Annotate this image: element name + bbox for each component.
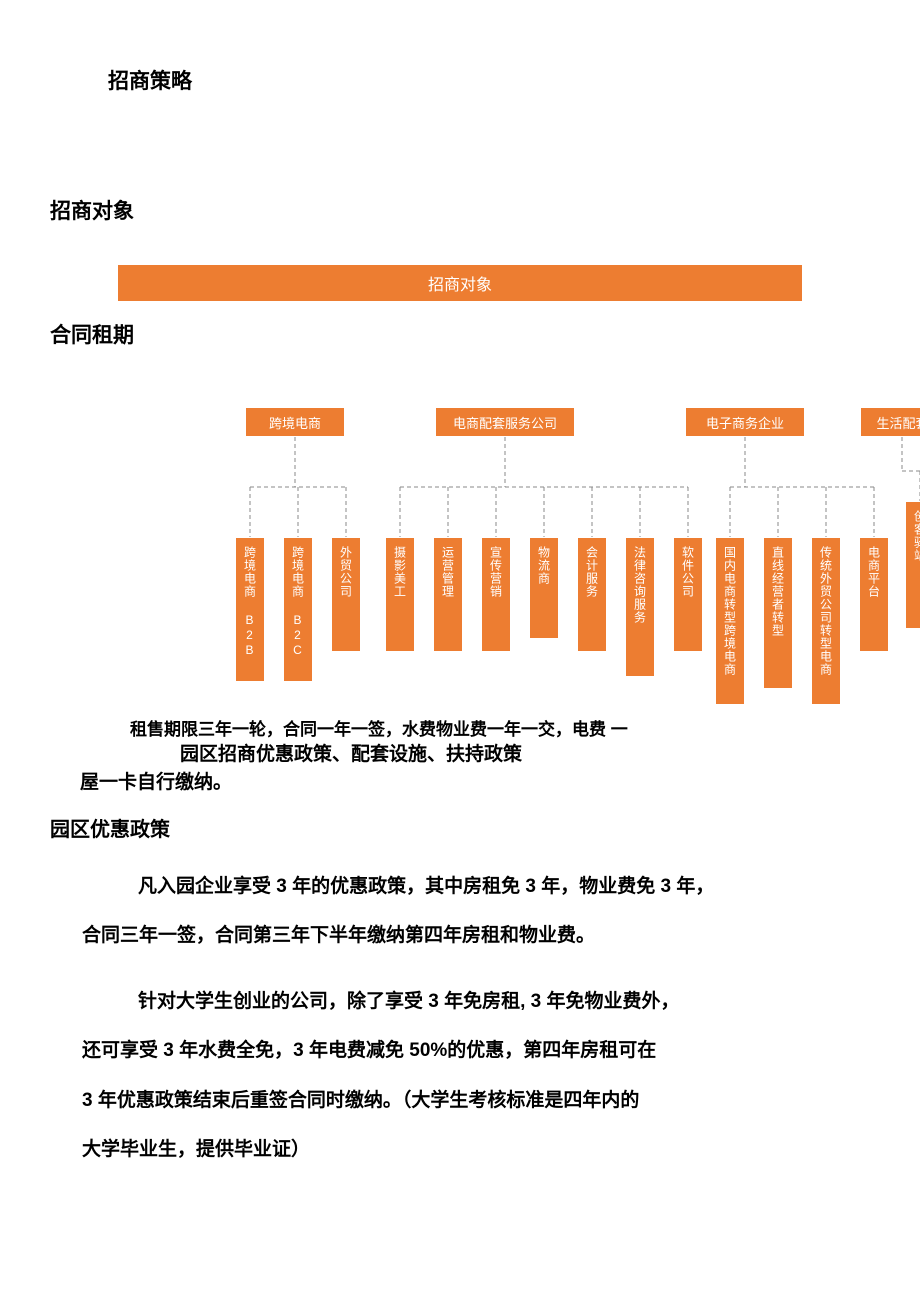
- leaf-box: 创客驿站: [905, 501, 920, 629]
- leaf-box: 跨境电商 B2C: [283, 537, 313, 682]
- leaf-box: 直线经营者转型: [763, 537, 793, 689]
- contract-paragraph: 租售期限三年一轮，合同一年一签，水费物业费一年一交，电费 一 园区招商优惠政策、…: [50, 715, 870, 807]
- document-body: 招商策略 招商对象 招商对象 合同租期: [0, 0, 920, 1216]
- heading-strategy: 招商策略: [108, 65, 870, 95]
- leaf-box: 软件公司: [673, 537, 703, 652]
- leaf-box: 电商平台: [859, 537, 889, 652]
- heading-policy: 园区优惠政策: [50, 813, 870, 842]
- category-box: 电商配套服务公司: [435, 407, 575, 437]
- policy-p2-l3: 3 年优惠政策结束后重签合同时缴纳。（大学生考核标准是四年内的: [82, 1076, 870, 1125]
- leaf-box: 法律咨询服务: [625, 537, 655, 677]
- heading-contract: 合同租期: [50, 319, 870, 349]
- policy-p2-l1: 针对大学生创业的公司，除了享受 3 年免房租, 3 年免物业费外，: [138, 977, 870, 1026]
- leaf-box: 外贸公司: [331, 537, 361, 652]
- heading-target: 招商对象: [50, 195, 870, 225]
- leaf-box: 会计服务: [577, 537, 607, 652]
- policy-paragraph-1: 凡入园企业享受 3 年的优惠政策，其中房租免 3 年，物业费免 3 年， 合同三…: [50, 862, 870, 961]
- banner-target: 招商对象: [118, 265, 802, 301]
- policy-p2-l4: 大学毕业生，提供毕业证）: [82, 1125, 870, 1174]
- category-box: 生活配套: [860, 407, 920, 437]
- contract-line2: 屋一卡自行缴纳。: [80, 767, 232, 794]
- leaf-box: 跨境电商 B2B: [235, 537, 265, 682]
- leaf-box: 传统外贸公司转型电商: [811, 537, 841, 705]
- policy-paragraph-2: 针对大学生创业的公司，除了享受 3 年免房租, 3 年免物业费外， 还可享受 3…: [50, 977, 870, 1175]
- leaf-box: 物流商: [529, 537, 559, 639]
- leaf-box: 摄影美工: [385, 537, 415, 652]
- policy-p1-l2: 合同三年一签，合同第三年下半年缴纳第四年房租和物业费。: [82, 911, 870, 960]
- leaf-box: 运营管理: [433, 537, 463, 652]
- leaf-box: 国内电商转型跨境电商: [715, 537, 745, 705]
- leaf-box: 宣传营销: [481, 537, 511, 652]
- category-box: 电子商务企业: [685, 407, 805, 437]
- contract-line-mid: 园区招商优惠政策、配套设施、扶持政策: [180, 739, 522, 766]
- contract-line1: 租售期限三年一轮，合同一年一签，水费物业费一年一交，电费 一: [130, 715, 628, 740]
- category-box: 跨境电商: [245, 407, 345, 437]
- policy-p2-l2: 还可享受 3 年水费全免，3 年电费减免 50%的优惠，第四年房租可在: [82, 1026, 870, 1075]
- policy-p1-l1: 凡入园企业享受 3 年的优惠政策，其中房租免 3 年，物业费免 3 年，: [138, 862, 870, 911]
- org-chart: 跨境电商 电商配套服务公司 电子商务企业 生活配套 跨境电商 B2B 跨境电商 …: [135, 377, 870, 707]
